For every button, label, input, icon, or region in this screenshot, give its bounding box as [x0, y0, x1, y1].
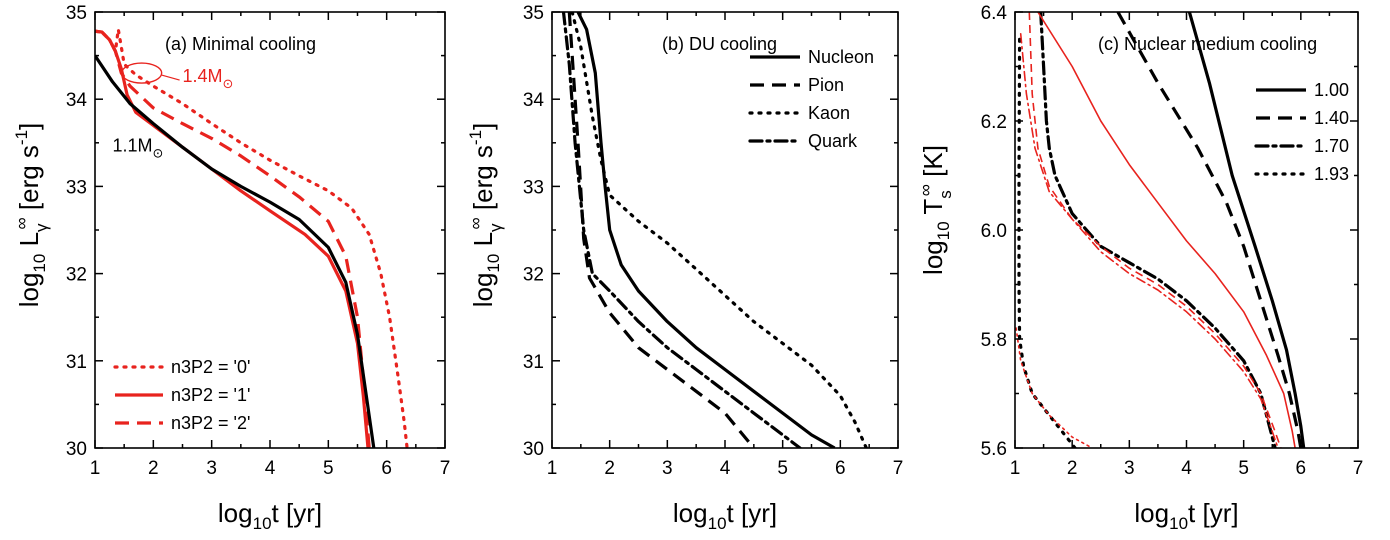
y-tick-label: 34 [523, 90, 545, 111]
series-group [1015, 12, 1306, 448]
mass-annotation: 1.4M⊙ [183, 66, 234, 91]
x-axis-label: log10t [yr] [218, 498, 322, 533]
panel-2-plot: 1 2 3 4 5 6 7 5.6 5.8 6.0 6.2 6.4 log10t [yr] log10 T… [916, 3, 1363, 533]
y-tick-label: 30 [66, 439, 87, 460]
plot-frame [94, 11, 446, 449]
x-tick-label: 7 [893, 458, 904, 479]
legend-entry: Nucleon [808, 47, 874, 67]
x-tick-label: 2 [1067, 458, 1078, 479]
y-tick-label: 6.4 [981, 3, 1008, 24]
legend-entry: 1.70 [1314, 136, 1349, 156]
x-tick-label: 6 [835, 458, 846, 479]
legend-entry: n3P2 = '1' [171, 385, 250, 405]
y-tick-label: 33 [66, 177, 87, 198]
series-group [95, 27, 409, 448]
x-tick-label: 1 [90, 458, 101, 479]
x-tick-label: 2 [148, 458, 159, 479]
series-line-pion [567, 12, 756, 448]
series-line-1-00 [1187, 12, 1306, 448]
y-axis-label: log10 Lγ∞ [erg s-1] [466, 123, 505, 308]
series-line-unlabeled-7 [1015, 327, 1093, 448]
series-line-n3p2----2- [95, 29, 371, 448]
legend-entry: 1.00 [1314, 80, 1349, 100]
x-tick-label: 2 [604, 458, 615, 479]
y-tick-label: 6.0 [981, 221, 1007, 242]
x-axis-label: log10t [yr] [673, 498, 777, 533]
panel-b-title: (b) DU cooling [662, 34, 777, 54]
x-tick-label: 4 [1181, 458, 1192, 479]
plot-frame [551, 11, 899, 449]
x-tick-label: 4 [265, 458, 276, 479]
x-tick-label: 5 [1238, 458, 1249, 479]
y-tick-label: 31 [523, 352, 544, 373]
x-tick-label: 3 [1124, 458, 1135, 479]
x-tick-label: 1 [1010, 458, 1021, 479]
series-line-unlabeled-5 [1028, 12, 1282, 448]
legend-entry: Quark [808, 131, 858, 151]
x-tick-label: 7 [440, 458, 451, 479]
series-group [561, 12, 868, 448]
x-tick-label: 5 [777, 458, 788, 479]
panel-a: (a) Minimal cooling [165, 34, 316, 54]
y-tick-label: 5.6 [981, 439, 1007, 460]
x-tick-label: 4 [720, 458, 731, 479]
series-line-unlabeled-4 [1037, 12, 1296, 448]
series-line-unlabeled-6 [1019, 33, 1279, 448]
highlight-ellipse [120, 62, 163, 84]
y-tick-label: 35 [523, 3, 544, 24]
x-tick-label: 5 [323, 458, 334, 479]
series-line-1-40 [1116, 12, 1303, 448]
y-tick-label: 34 [66, 90, 88, 111]
plot-frame [1014, 11, 1359, 449]
panel-a-title: (a) Minimal cooling [165, 34, 316, 54]
y-tick-label: 32 [523, 265, 544, 286]
x-tick-label: 6 [381, 458, 392, 479]
annotation-leader [161, 74, 180, 81]
legend-entry: Kaon [808, 103, 850, 123]
legend: 1.00 1.40 1.70 1.93 [1254, 80, 1349, 184]
y-axis-label: log10 Ts∞ [K] [916, 145, 955, 275]
y-tick-label: 5.8 [981, 330, 1007, 351]
panel-c-title: (c) Nuclear medium cooling [1098, 34, 1317, 54]
x-tick-label: 1 [547, 458, 558, 479]
y-tick-label: 32 [66, 265, 87, 286]
series-line-quark [561, 12, 802, 448]
x-axis-label: log10t [yr] [1134, 498, 1238, 533]
series-line-unlabeled-3 [95, 54, 376, 448]
legend-entry: 1.40 [1314, 108, 1349, 128]
panel-c: (c) Nuclear medium cooling [1098, 34, 1317, 54]
legend-entry: 1.93 [1314, 164, 1349, 184]
legend-entry: n3P2 = '0' [171, 357, 250, 377]
legend: n3P2 = '0' n3P2 = '1' n3P2 = '2' [113, 357, 250, 433]
series-line-kaon [570, 12, 868, 448]
series-line-1-93 [1017, 37, 1077, 448]
y-tick-label: 33 [523, 177, 544, 198]
y-tick-label: 6.2 [981, 112, 1007, 133]
legend-entry: Pion [808, 75, 844, 95]
series-line-n3p2----0- [95, 27, 409, 448]
x-tick-label: 3 [662, 458, 673, 479]
x-tick-label: 7 [1353, 458, 1364, 479]
y-tick-label: 35 [66, 3, 87, 24]
series-line-nucleon [576, 12, 836, 448]
mass-annotation: 1.1M⊙ [113, 136, 164, 161]
legend: Nucleon Pion Kaon Quark [748, 47, 874, 151]
y-tick-label: 30 [523, 439, 544, 460]
panel-b: (b) DU cooling [662, 34, 777, 54]
y-tick-label: 31 [66, 352, 87, 373]
series-line-1-70 [1039, 12, 1277, 448]
x-tick-label: 3 [206, 458, 217, 479]
y-axis-label: log10 Lγ∞ [erg s-1] [12, 123, 51, 308]
x-tick-label: 6 [1296, 458, 1307, 479]
legend-entry: n3P2 = '2' [171, 413, 250, 433]
